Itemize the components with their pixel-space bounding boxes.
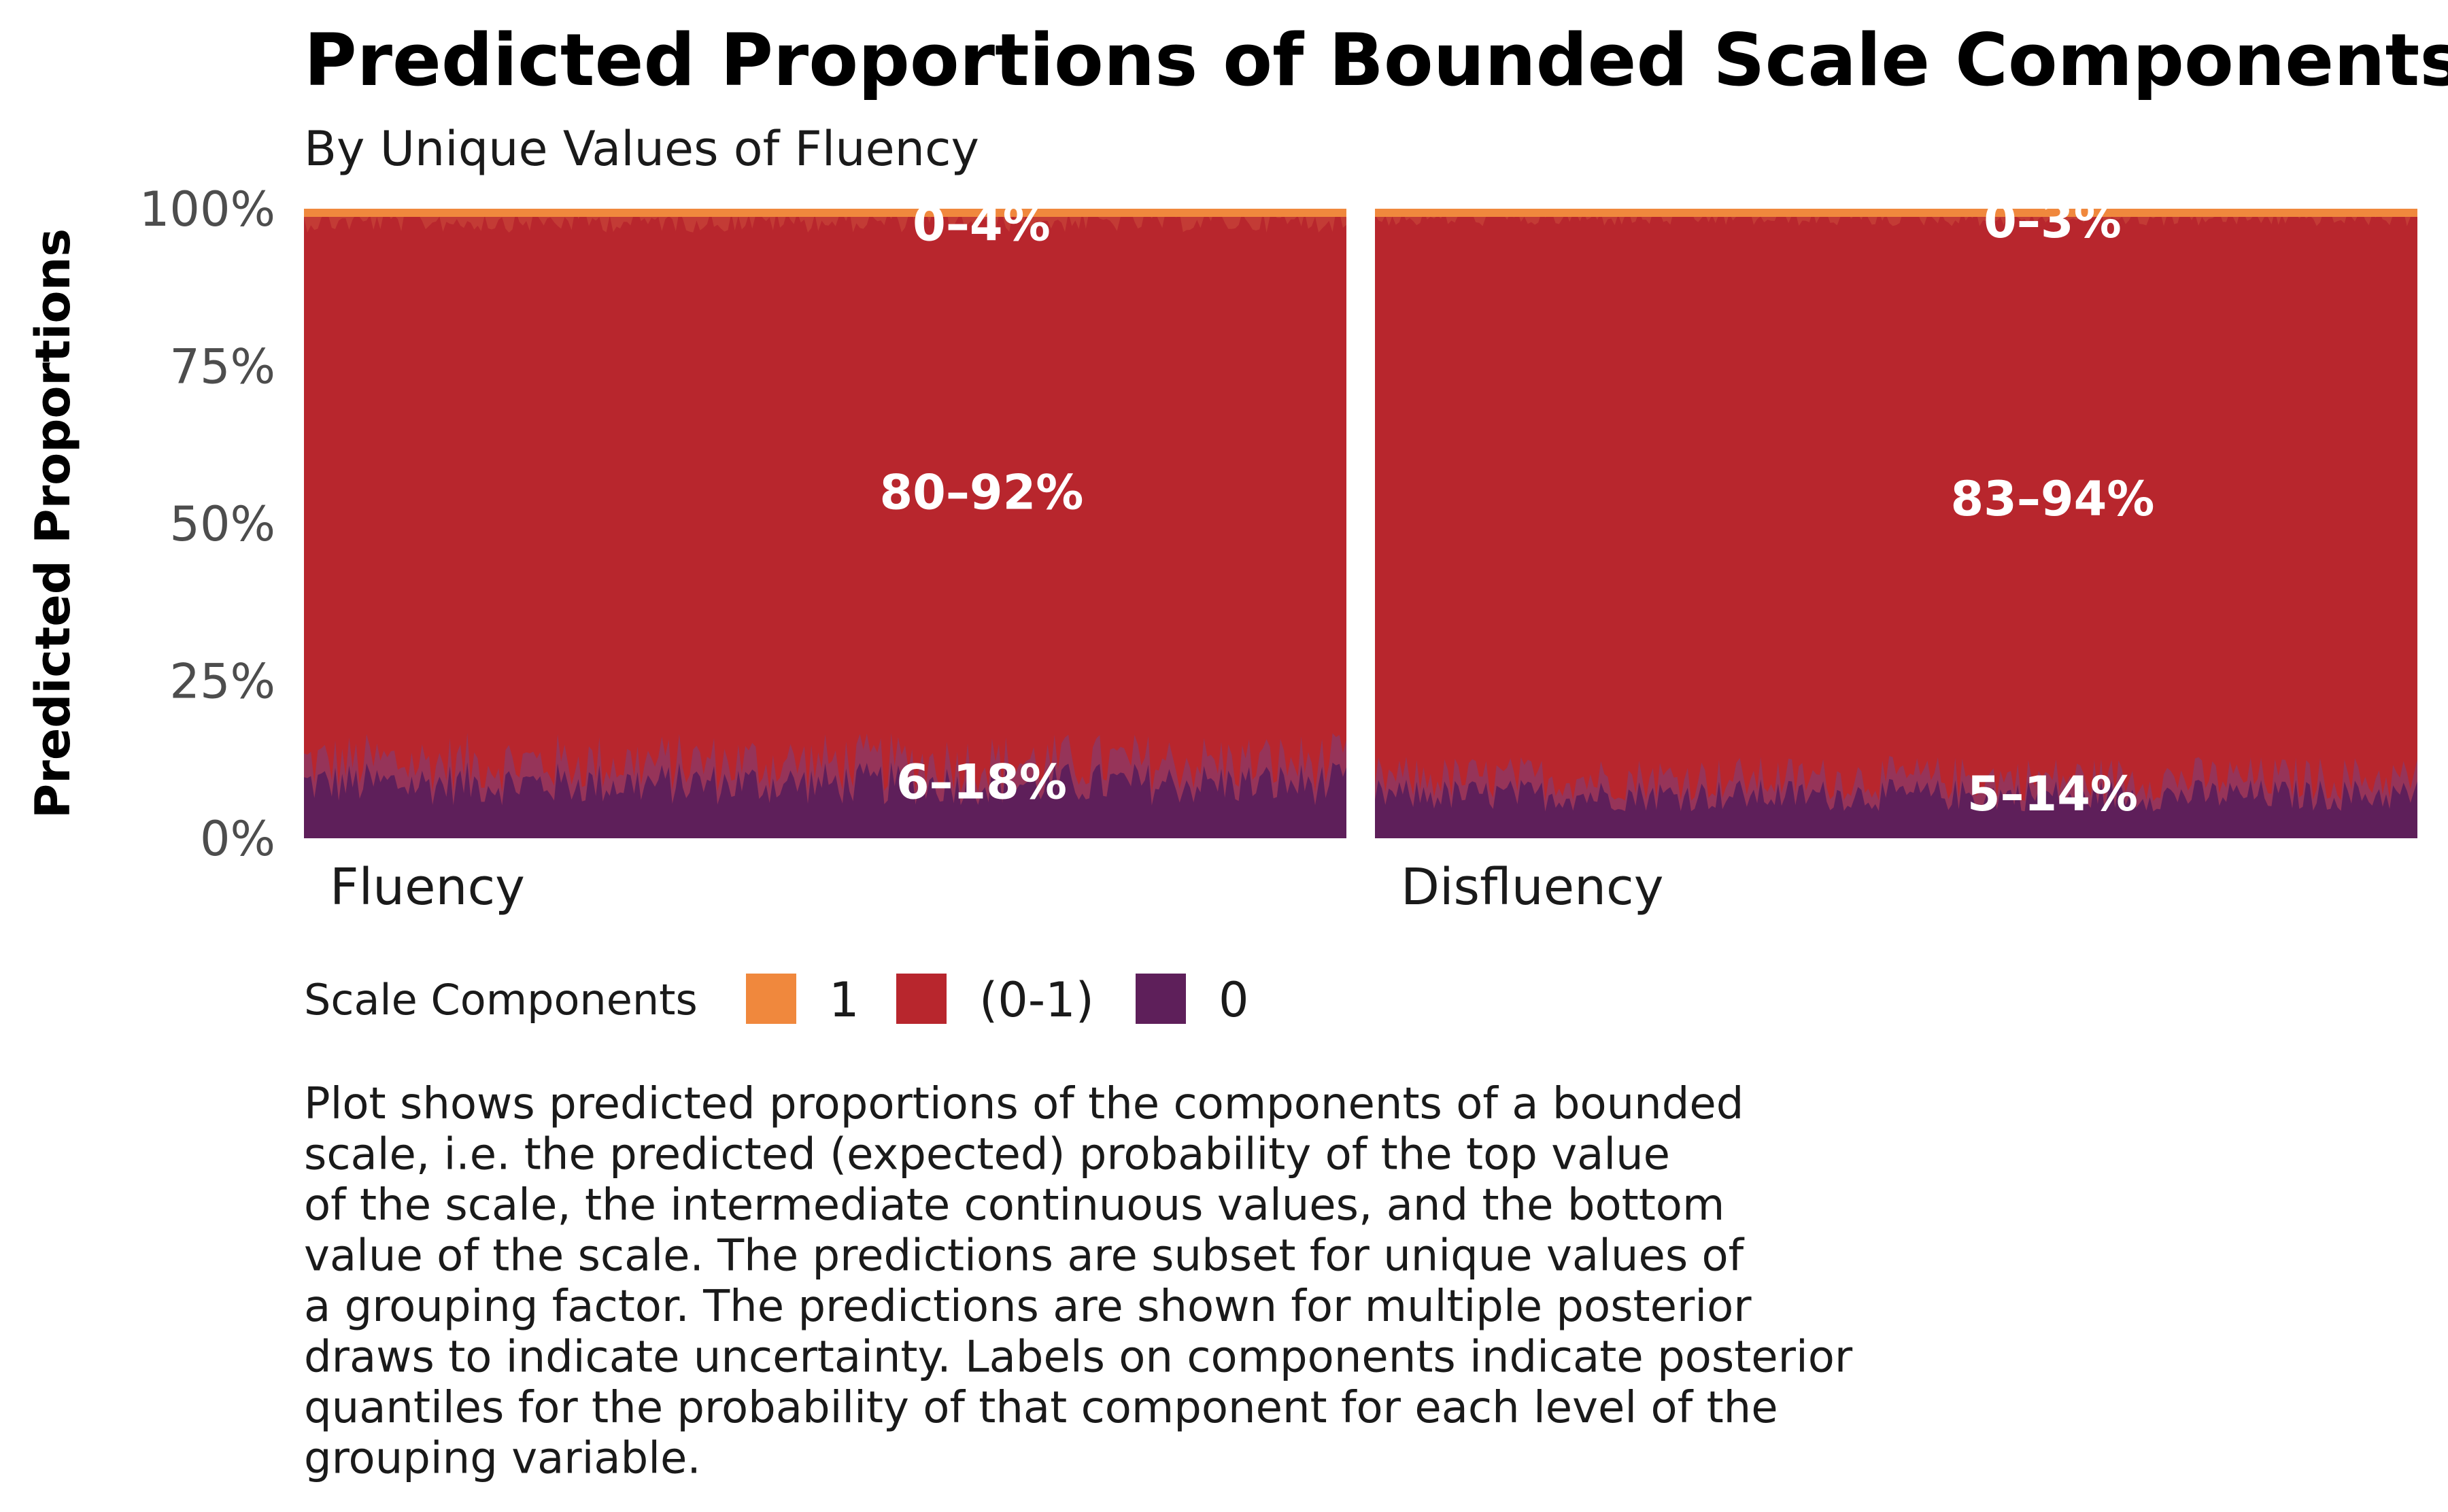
panel-disfluency: 0–3% 83–94% 5–14% Disfluency xyxy=(1375,193,2417,916)
y-tick-label: 25% xyxy=(169,654,275,710)
label-zero-fluency: 6–18% xyxy=(896,755,1067,810)
caption-line: scale, i.e. the predicted (expected) pro… xyxy=(304,1130,1670,1180)
legend-title: Scale Components xyxy=(304,975,698,1025)
caption: Plot shows predicted proportions of the … xyxy=(304,1079,1853,1484)
legend-item-label: 0 xyxy=(1219,972,1249,1028)
y-tick-label: 100% xyxy=(139,182,275,237)
legend-item-label: (0-1) xyxy=(979,972,1094,1028)
x-tick-disfluency: Disfluency xyxy=(1401,858,1664,916)
label-mid-disfluency: 83–94% xyxy=(1950,471,2154,527)
legend-swatch xyxy=(746,974,796,1024)
area-one-fluency xyxy=(304,209,1346,217)
label-one-disfluency: 0–3% xyxy=(1984,193,2122,249)
caption-line: draws to indicate uncertainty. Labels on… xyxy=(304,1333,1853,1383)
chart-subtitle: By Unique Values of Fluency xyxy=(304,121,979,177)
legend-swatch xyxy=(896,974,947,1024)
y-axis-ticks: 0% 25% 50% 75% 100% xyxy=(139,182,275,867)
caption-line: Plot shows predicted proportions of the … xyxy=(304,1079,1744,1129)
area-one-disfluency xyxy=(1375,209,2417,217)
area-zero-fluency xyxy=(304,762,1346,838)
x-tick-fluency: Fluency xyxy=(330,858,525,916)
chart-title: Predicted Proportions of Bounded Scale C… xyxy=(304,18,2448,102)
label-zero-disfluency: 5–14% xyxy=(1967,766,2138,822)
caption-line: a grouping factor. The predictions are s… xyxy=(304,1282,1752,1332)
caption-line: quantiles for the probability of that co… xyxy=(304,1383,1778,1433)
area-mid-fluency xyxy=(304,209,1346,838)
panel-fluency: 0–4% 80–92% 6–18% Fluency xyxy=(304,196,1346,916)
label-one-fluency: 0–4% xyxy=(913,196,1051,252)
y-tick-label: 50% xyxy=(169,496,275,552)
label-mid-fluency: 80–92% xyxy=(879,465,1083,521)
y-tick-label: 0% xyxy=(200,811,275,867)
y-axis-title: Predicted Proportions xyxy=(25,228,81,819)
area-zero-disfluency xyxy=(1375,778,2417,838)
legend: Scale Components 1 (0-1) 0 xyxy=(304,972,1249,1028)
area-mid-disfluency xyxy=(1375,209,2417,838)
y-tick-label: 75% xyxy=(169,339,275,395)
legend-swatch xyxy=(1136,974,1186,1024)
caption-line: grouping variable. xyxy=(304,1434,701,1484)
legend-item-label: 1 xyxy=(829,972,860,1028)
panels: 0–4% 80–92% 6–18% Fluency 0–3% 83–94% 5–14% Dis… xyxy=(304,193,2417,916)
caption-line: of the scale, the intermediate continuou… xyxy=(304,1180,1724,1231)
caption-line: value of the scale. The predictions are … xyxy=(304,1231,1745,1282)
